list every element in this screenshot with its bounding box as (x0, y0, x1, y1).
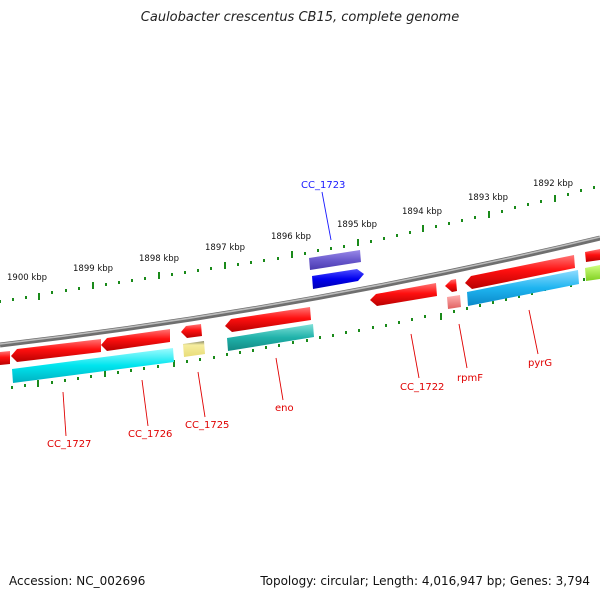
scale-label: 1892 kbp (533, 179, 573, 189)
genome-backbone (0, 235, 600, 348)
scale-label: 1894 kbp (402, 207, 442, 217)
gene-right-bar[interactable] (585, 265, 600, 281)
gene-cc1723-cds[interactable] (312, 269, 364, 289)
gene-cc1725-cds[interactable] (181, 324, 202, 338)
gene-pyrG-bar[interactable] (467, 270, 579, 306)
map-title: Caulobacter crescentus CB15, complete ge… (140, 10, 460, 25)
gene-rpmF-bar[interactable] (447, 295, 461, 309)
gene-cc1726-cds[interactable] (101, 329, 170, 351)
gene-rpmF-cds[interactable] (445, 279, 457, 292)
footer-accession: Accession: NC_002696 (9, 574, 145, 588)
accession-value: NC_002696 (76, 574, 146, 588)
genes-label: Genes: (509, 574, 556, 588)
length-label: Length: (372, 574, 422, 588)
gene-right-cds[interactable] (585, 249, 600, 262)
gene-cc1725-bar[interactable] (183, 341, 205, 357)
separator: ; (364, 574, 373, 588)
genome-backbone-highlight (0, 236, 600, 345)
gene-label-pyrG[interactable]: pyrG (528, 358, 552, 369)
gene-cc1723-top[interactable] (309, 250, 361, 270)
gene-label-cc1726[interactable]: CC_1726 (128, 429, 172, 440)
gene-cc1722-cds[interactable] (370, 283, 437, 306)
genes-value: 3,794 (555, 574, 590, 588)
scale-label: 1900 kbp (7, 273, 47, 283)
length-value: 4,016,947 bp (421, 574, 502, 588)
gene-label-cc1727[interactable]: CC_1727 (47, 439, 91, 450)
topology-label: Topology: (260, 574, 321, 588)
gene-leader-lines (62, 191, 539, 437)
gene-label-cc1725[interactable]: CC_1725 (185, 420, 229, 431)
gene-pyrG-cds[interactable] (465, 255, 575, 289)
scale-label: 1898 kbp (139, 254, 179, 264)
gene-label-eno[interactable]: eno (275, 403, 294, 414)
scale-label: 1893 kbp (468, 193, 508, 203)
scale-label: 1897 kbp (205, 243, 245, 253)
footer-stats: Topology: circular; Length: 4,016,947 bp… (260, 574, 590, 588)
gene-cc1727-bar[interactable] (12, 348, 174, 383)
scale-label: 1899 kbp (73, 264, 113, 274)
gene-eno-bar[interactable] (227, 324, 314, 351)
gene-label-cc1722[interactable]: CC_1722 (400, 382, 444, 393)
scale-labels: 1900 kbp 1899 kbp 1898 kbp 1897 kbp 1896… (7, 179, 573, 283)
scale-label: 1895 kbp (337, 220, 377, 230)
gene-label-rpmF[interactable]: rpmF (457, 373, 483, 384)
scale-ticks-outer (0, 186, 595, 303)
separator: ; (502, 574, 510, 588)
gene-eno-cds[interactable] (225, 307, 311, 332)
gene-labels: CC_1723 CC_1727 CC_1726 CC_1725 eno CC_1… (47, 180, 552, 450)
scale-label: 1896 kbp (271, 232, 311, 242)
accession-label: Accession: (9, 574, 77, 588)
topology-value: circular (320, 574, 365, 588)
gene-label-cc1723[interactable]: CC_1723 (301, 180, 345, 191)
gene-cds-left-edge[interactable] (0, 351, 10, 365)
gene-cc1727-cds[interactable] (11, 339, 101, 362)
